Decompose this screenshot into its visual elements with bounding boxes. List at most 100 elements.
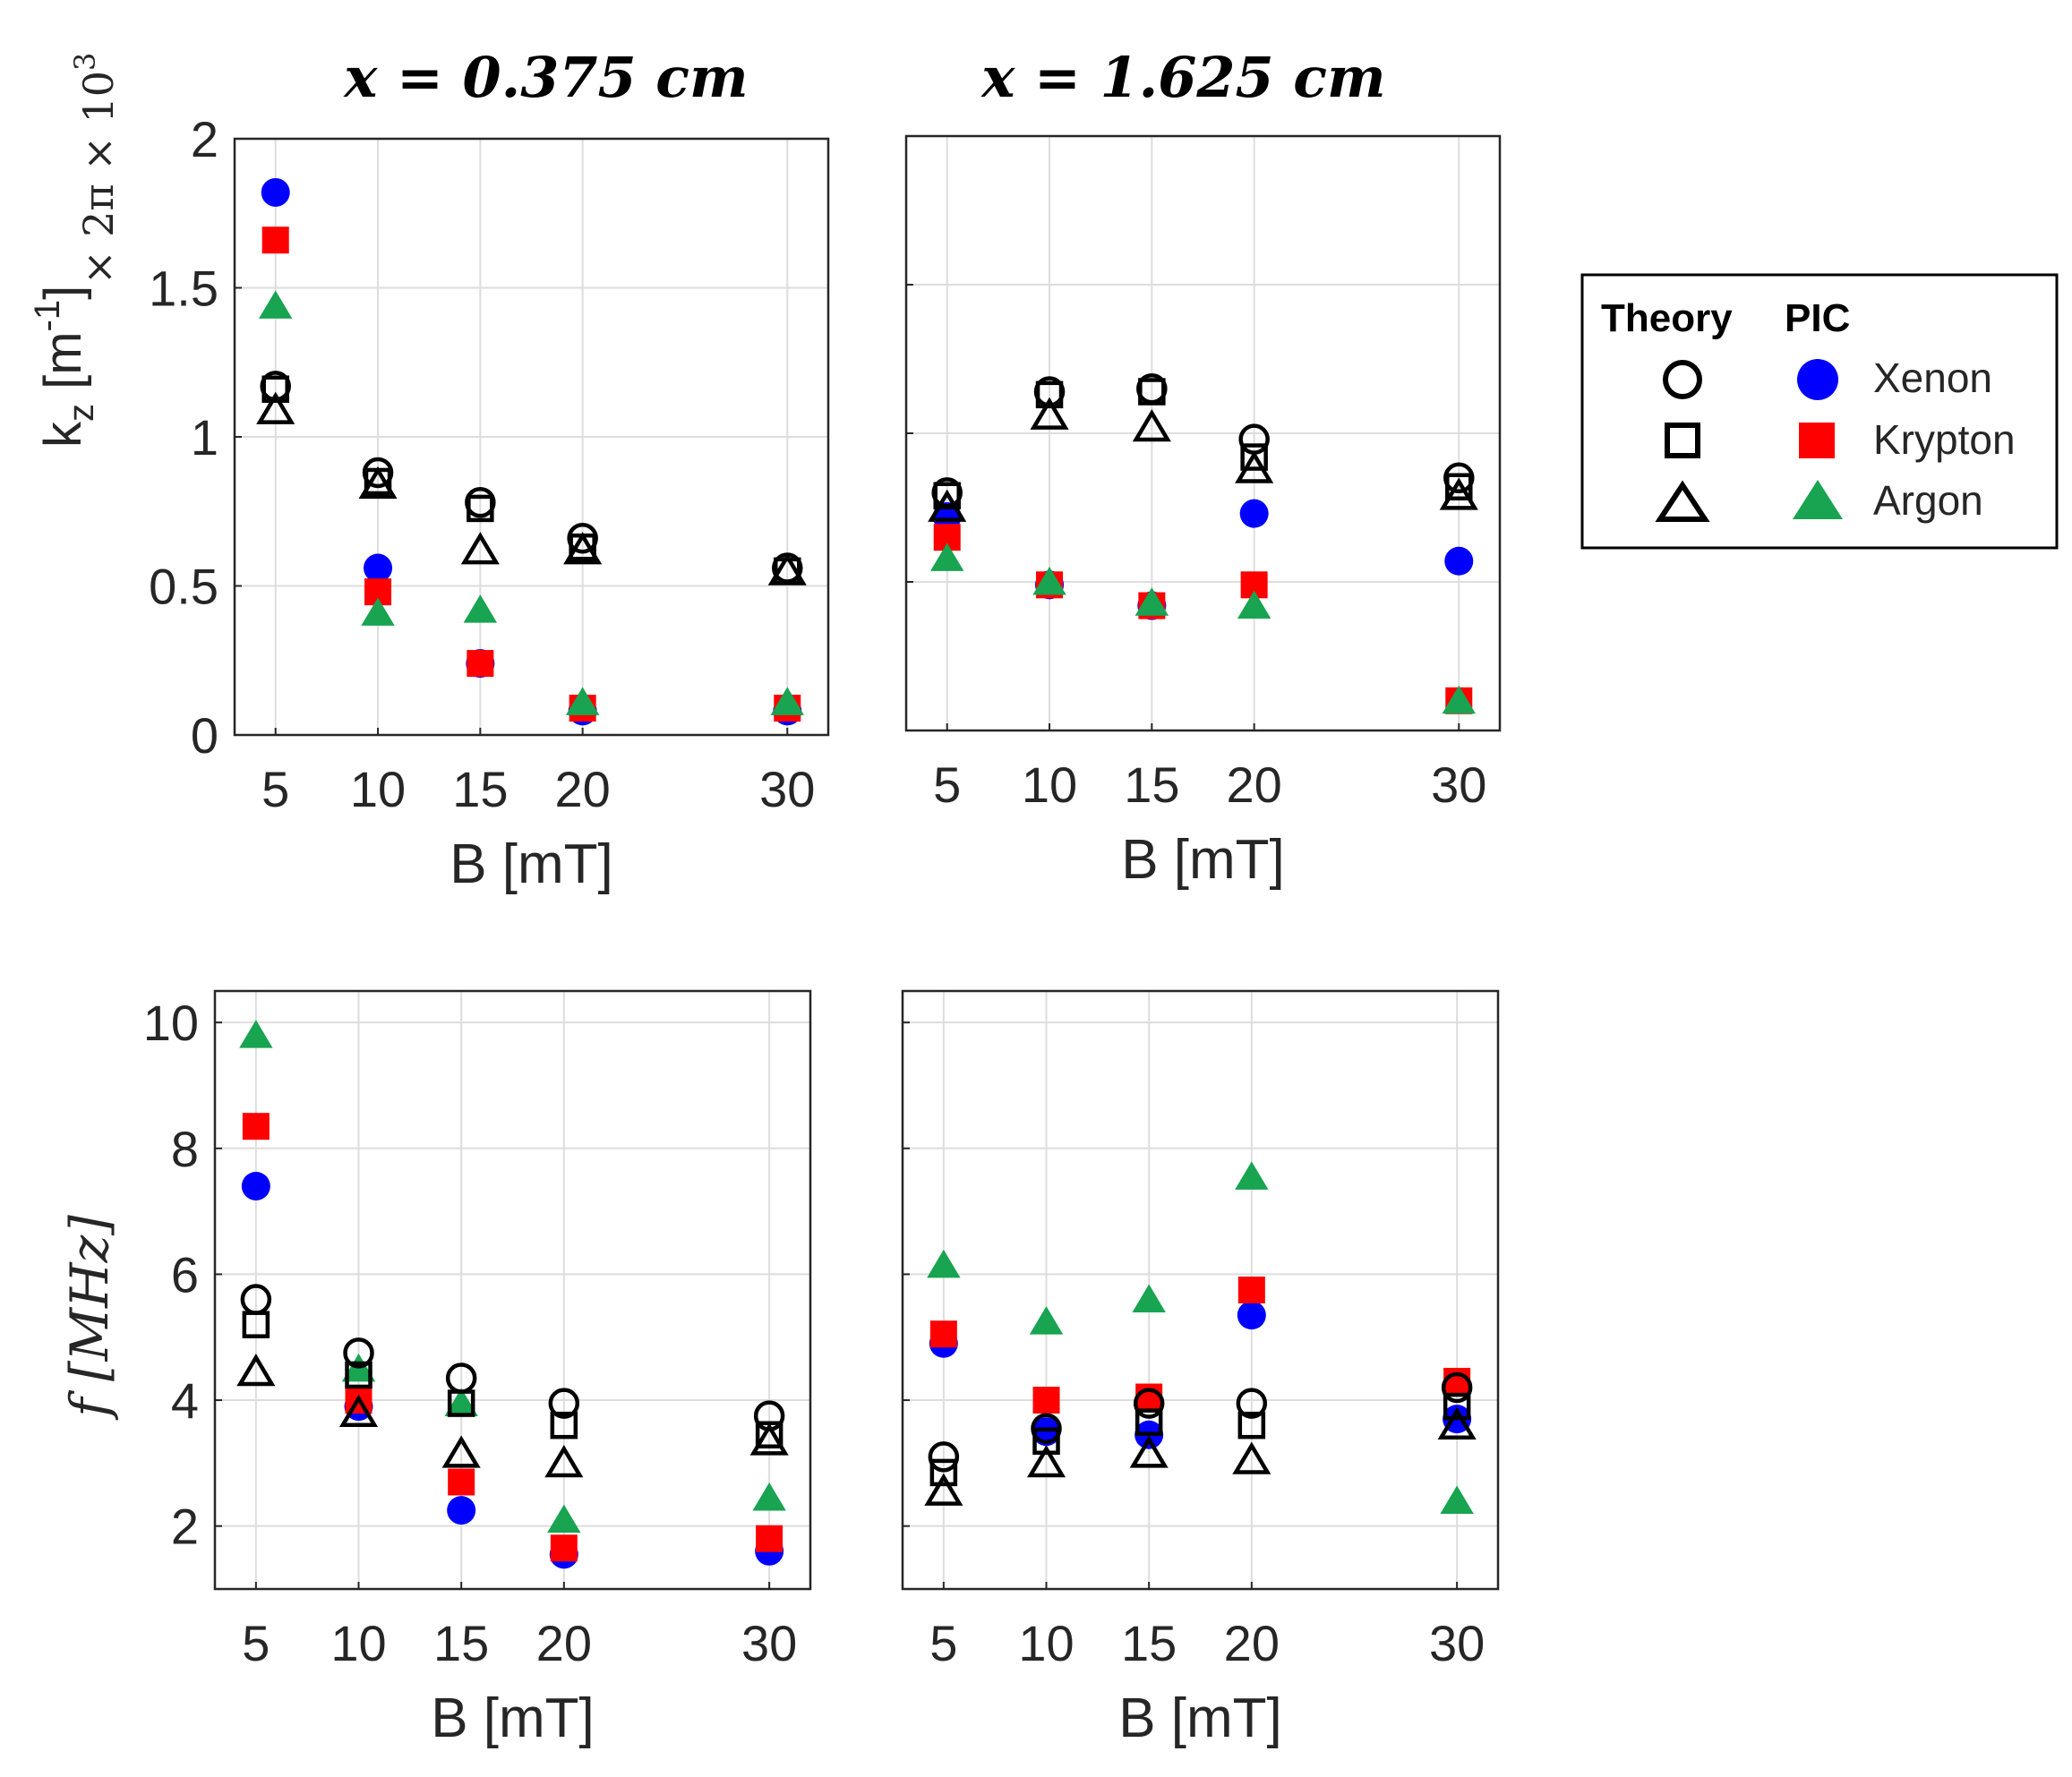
top-left-x-tick-label: 5: [261, 761, 289, 817]
bottom-right-krypton-pic-point: [1135, 1383, 1163, 1411]
bottom-right-krypton-pic-point: [1237, 1277, 1265, 1303]
y-multiplier-text: × 2π × 10: [74, 71, 123, 285]
panel-top-left: 5 10 15 20 30 0 0.5 1 1.5 2 B [mT]: [149, 111, 830, 895]
legend-argon-marker-icon: [1793, 480, 1843, 519]
column-title-right: x = 1.625 cm: [980, 45, 1385, 110]
top-left-argon-pic-point: [463, 594, 498, 623]
top-left-x-axis-label: B [mT]: [450, 833, 613, 895]
bottom-left-y-tick-label: 10: [143, 995, 199, 1051]
bottom-right-x-tick-label: 15: [1121, 1615, 1177, 1671]
column-title-left: x = 0.375 cm: [342, 45, 748, 110]
bottom-right-krypton-theory-point: [1443, 1392, 1471, 1421]
top-left-x-tick-label: 30: [759, 761, 815, 817]
bottom-right-krypton-theory-point: [929, 1458, 958, 1487]
bottom-left-xenon-theory-point: [343, 1337, 374, 1369]
bottom-right-argon-pic-point: [927, 1249, 961, 1278]
bottom-right-xenon-theory-point: [928, 1441, 960, 1473]
bottom-left-x-tick-label: 20: [536, 1615, 592, 1671]
legend-theory-header: Theory: [1601, 296, 1733, 340]
top-left-argon-theory-point: [767, 552, 807, 585]
bottom-right-krypton-pic-point: [1032, 1387, 1060, 1414]
bottom-right-argon-pic-point: [1440, 1485, 1474, 1515]
top-left-argon-theory-point: [563, 532, 603, 565]
bottom-left-argon-pic-point: [547, 1504, 581, 1534]
top-right-argon-theory-point: [1235, 450, 1274, 483]
bottom-left-plot-area: [215, 991, 810, 1589]
kz-label-sub: z: [62, 404, 101, 422]
kz-axis-label: kz [m-1]: [28, 286, 101, 448]
top-right-x-axis-label: B [mT]: [1121, 829, 1285, 891]
bottom-left-krypton-theory-point: [447, 1389, 475, 1417]
bottom-right-argon-theory-point: [1232, 1441, 1271, 1474]
bottom-left-argon-theory-point: [749, 1422, 789, 1456]
top-right-argon-pic-point: [1032, 567, 1066, 595]
panel-bottom-left: 5 10 15 20 30 2 4 6 8 10 B [mT]: [143, 989, 812, 1749]
top-left-krypton-theory-point: [261, 375, 289, 403]
top-left-krypton-pic-point: [467, 650, 494, 678]
legend-label-krypton: Krypton: [1873, 416, 2016, 463]
bottom-left-y-tick-label: 6: [171, 1246, 199, 1303]
top-right-xenon-pic-point: [1239, 499, 1269, 528]
bottom-left-argon-pic-point: [444, 1388, 478, 1417]
bottom-left-krypton-pic-point: [242, 1113, 270, 1141]
legend-krypton-marker-icon: [1799, 423, 1835, 458]
bottom-right-axes-frame: [901, 989, 1500, 1591]
top-right-x-tick-label: 5: [933, 756, 961, 813]
bottom-left-y-tick-label: 8: [171, 1121, 199, 1177]
kz-label-close: ]: [34, 286, 92, 300]
bottom-left-argon-theory-point: [441, 1435, 481, 1468]
bottom-left-y-tick-label: 2: [171, 1499, 199, 1555]
legend-xenon-marker-icon: [1797, 359, 1838, 400]
bottom-right-xenon-theory-point: [1236, 1388, 1268, 1419]
bottom-right-xenon-pic-point: [1237, 1301, 1266, 1330]
kz-label-unit: [m: [34, 331, 92, 404]
top-right-x-tick-label: 15: [1124, 756, 1179, 813]
bottom-right-krypton-theory-point: [1237, 1411, 1266, 1440]
bottom-left-x-tick-label: 5: [242, 1615, 270, 1671]
top-right-argon-theory-point: [1030, 397, 1069, 430]
y-multiplier-label: × 2π × 103: [68, 53, 123, 285]
bottom-left-krypton-pic-point: [756, 1525, 783, 1552]
bottom-left-x-tick-label: 15: [433, 1615, 489, 1671]
bottom-right-xenon-theory-point: [1133, 1388, 1165, 1419]
legend-theory-circle-icon: [1663, 360, 1702, 399]
top-left-y-tick-label: 1: [191, 409, 218, 466]
bottom-left-argon-theory-point: [544, 1444, 584, 1478]
top-left-argon-pic-point: [770, 687, 804, 715]
top-right-argon-pic-point: [930, 542, 964, 571]
top-left-x-tick-label: 20: [555, 761, 611, 817]
top-left-argon-theory-point: [460, 532, 500, 565]
legend-theory-square-icon: [1665, 423, 1700, 458]
top-right-argon-theory-point: [928, 489, 967, 522]
bottom-left-xenon-pic-point: [447, 1496, 476, 1525]
top-left-y-tick-label: 2: [191, 111, 218, 167]
bottom-left-krypton-theory-point: [345, 1361, 372, 1389]
panel-top-right: 5 10 15 20 30 B [mT]: [904, 134, 1502, 891]
bottom-right-x-tick-label: 20: [1224, 1615, 1280, 1671]
bottom-right-x-tick-label: 30: [1429, 1615, 1485, 1671]
top-right-argon-theory-point: [1439, 477, 1478, 510]
top-right-krypton-theory-point: [933, 482, 961, 509]
bottom-left-y-tick-label: 4: [171, 1372, 199, 1429]
bottom-left-krypton-pic-point: [448, 1468, 475, 1496]
bottom-right-xenon-theory-point: [1441, 1371, 1473, 1404]
top-left-x-tick-label: 10: [350, 761, 406, 817]
bottom-left-argon-theory-point: [236, 1354, 276, 1387]
top-right-argon-pic-point: [1134, 587, 1169, 616]
bottom-left-krypton-pic-point: [550, 1534, 578, 1562]
bottom-left-x-tick-label: 10: [330, 1615, 386, 1671]
bottom-right-argon-theory-point: [1437, 1406, 1477, 1440]
top-right-x-tick-label: 30: [1431, 756, 1486, 813]
bottom-left-argon-pic-point: [752, 1482, 786, 1511]
top-right-argon-pic-point: [1442, 685, 1476, 714]
kz-label-main: k: [34, 421, 92, 448]
bottom-right-argon-theory-point: [1129, 1435, 1169, 1468]
bottom-right-argon-pic-point: [1235, 1161, 1269, 1190]
kz-label-exp: -1: [28, 300, 67, 332]
legend-theory-triangle-icon: [1655, 480, 1710, 522]
bottom-left-x-tick-label: 30: [741, 1615, 797, 1671]
top-left-y-tick-label: 0.5: [149, 559, 218, 615]
bottom-right-argon-pic-point: [1132, 1284, 1166, 1312]
top-right-krypton-theory-point: [1240, 443, 1268, 471]
top-right-x-tick-label: 10: [1022, 756, 1077, 813]
